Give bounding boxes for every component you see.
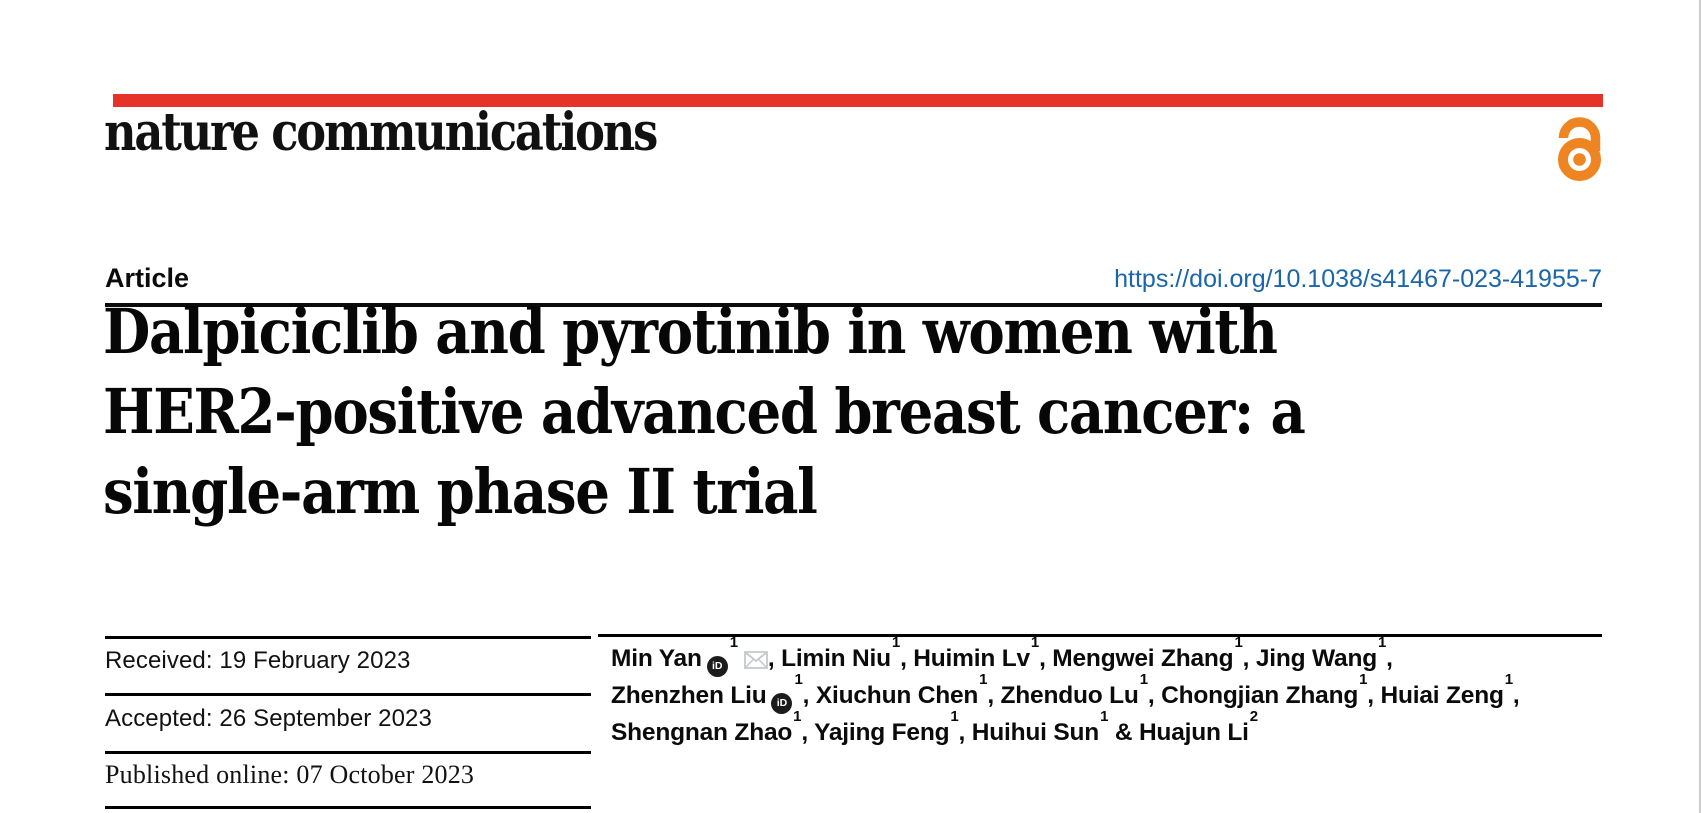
affiliation-superscript: 1 [950,707,959,725]
published-date: 07 October 2023 [296,760,475,789]
affiliation-superscript: 1 [1377,633,1387,651]
received-label: Received: [105,647,213,674]
author-name: Chongjian Zhang [1161,682,1359,709]
brand-red-bar [113,94,1603,107]
title-line: HER2-positive advanced breast cancer: a [103,375,1306,448]
author-line: Shengnan Zhao1, Yajing Feng1, Huihui Sun… [611,707,1258,746]
open-access-icon [1558,117,1601,181]
history-divider [105,751,591,754]
article-title: Dalpiciclib and pyrotinib in women with … [103,292,1306,532]
author-name: Huihui Sun [971,719,1100,746]
author-name: Yajing Feng [814,719,950,746]
author-name: Limin Niu [781,645,891,672]
author-name: Mengwei Zhang [1052,645,1234,672]
doi-link[interactable]: https://doi.org/10.1038/s41467-023-41955… [1114,265,1602,293]
accepted-date: 26 September 2023 [219,705,432,732]
author-name: Xiuchun Chen [815,682,979,709]
author-name: Huajun Li [1138,719,1249,746]
affiliation-superscript: 1 [793,707,802,725]
affiliation-superscript: 1 [1139,670,1148,688]
author-name: Jing Wang [1255,645,1377,672]
received-date: 19 February 2023 [219,647,411,674]
affiliation-superscript: 1 [1234,633,1243,651]
history-divider [105,693,591,696]
title-line: Dalpiciclib and pyrotinib in women with [103,295,1278,368]
title-line: single-arm phase II trial [103,455,818,528]
accepted-label: Accepted: [105,705,213,732]
article-type-label: Article [105,263,190,293]
page-right-edge [1699,0,1701,813]
author-line: Min Yan iD1, Limin Niu1, Huimin Lv1, Meng… [611,635,1520,677]
header-rule [105,303,1602,307]
author-name: Zhenduo Lu [1000,682,1139,709]
author-name: Huiai Zeng [1380,682,1504,709]
author-line: Zhenzhen Liu iD1, Xiuchun Chen1, Zhenduo … [611,672,1520,714]
journal-logo: nature communications [104,102,658,163]
author-name: Shengnan Zhao [611,719,793,746]
affiliation-superscript: 1 [891,633,901,651]
affiliation-superscript: 2 [1249,707,1258,725]
author-name: Zhenzhen Liu [611,682,767,709]
email-icon[interactable] [743,651,768,669]
history-divider [105,806,591,809]
published-label: Published online: [105,760,290,789]
affiliation-superscript: 1 [1504,670,1513,688]
affiliation-superscript: 1 [1100,707,1109,725]
affiliation-superscript: 1 [979,670,988,688]
author-name: Min Yan [611,645,702,672]
affiliation-superscript: 1 [1359,670,1368,688]
author-list: Min Yan iD1, Limin Niu1, Huimin Lv1, Meng… [611,635,1520,751]
history-divider [105,636,591,639]
published-row: Published online: 07 October 2023 [105,760,474,790]
affiliation-superscript: 1 [794,670,803,688]
affiliation-superscript: 1 [729,633,738,651]
received-row: Received: 19 February 2023 [105,646,410,676]
orcid-icon[interactable]: iD [771,693,793,714]
orcid-icon[interactable]: iD [706,656,728,677]
authors-divider [598,634,1602,637]
author-name: Huimin Lv [913,645,1030,672]
accepted-row: Accepted: 26 September 2023 [105,704,432,734]
affiliation-superscript: 1 [1030,633,1040,651]
